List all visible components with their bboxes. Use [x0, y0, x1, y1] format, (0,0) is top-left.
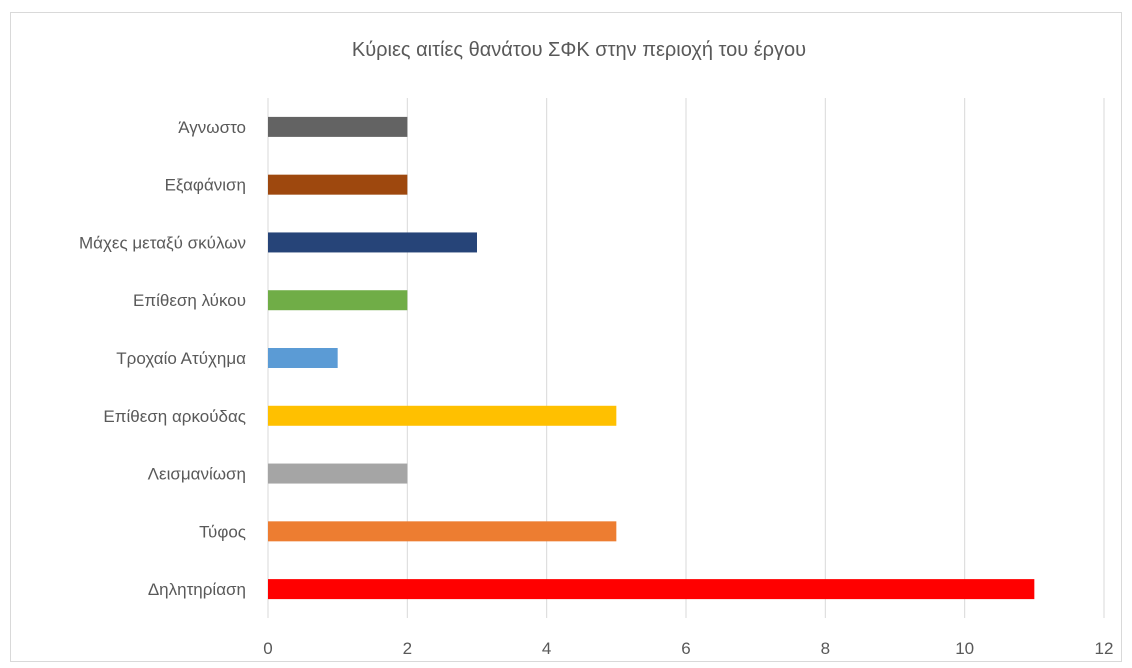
category-label: Τύφος	[199, 522, 246, 541]
bar	[268, 463, 408, 484]
category-labels: Άγνωστο Εξαφάνιση Μάχες μεταξύ σκύλων Επίθε…	[79, 118, 246, 599]
bar	[268, 521, 617, 542]
bar	[268, 579, 1035, 600]
bar	[268, 116, 408, 137]
bar	[268, 290, 408, 311]
bar	[268, 174, 408, 195]
category-label: Τροχαίο Ατύχημα	[116, 349, 246, 368]
x-tick-label: 8	[821, 639, 830, 658]
x-tick-label: 12	[1095, 639, 1114, 658]
category-label: Εξαφάνιση	[165, 176, 246, 195]
bar	[268, 348, 338, 368]
category-label: Επίθεση λύκου	[133, 291, 246, 310]
category-label: Επίθεση αρκούδας	[103, 407, 246, 426]
x-tick-label: 6	[681, 639, 690, 658]
bar	[268, 405, 617, 426]
bars	[268, 116, 1035, 600]
category-label: Δηλητηρίαση	[148, 580, 246, 599]
category-label: Άγνωστο	[178, 118, 246, 137]
x-axis-tick-labels: 0 2 4 6 8 10 12	[263, 639, 1113, 658]
chart-frame	[10, 12, 1122, 662]
category-label: Μάχες μεταξύ σκύλων	[79, 233, 246, 252]
x-tick-label: 4	[542, 639, 551, 658]
category-label: Λεισμανίωση	[148, 465, 246, 484]
x-tick-label: 10	[955, 639, 974, 658]
x-tick-label: 2	[403, 639, 412, 658]
bar	[268, 232, 477, 253]
chart-title: Κύριες αιτίες θανάτου ΣΦΚ στην περιοχή τ…	[352, 39, 806, 61]
x-tick-label: 0	[263, 639, 272, 658]
